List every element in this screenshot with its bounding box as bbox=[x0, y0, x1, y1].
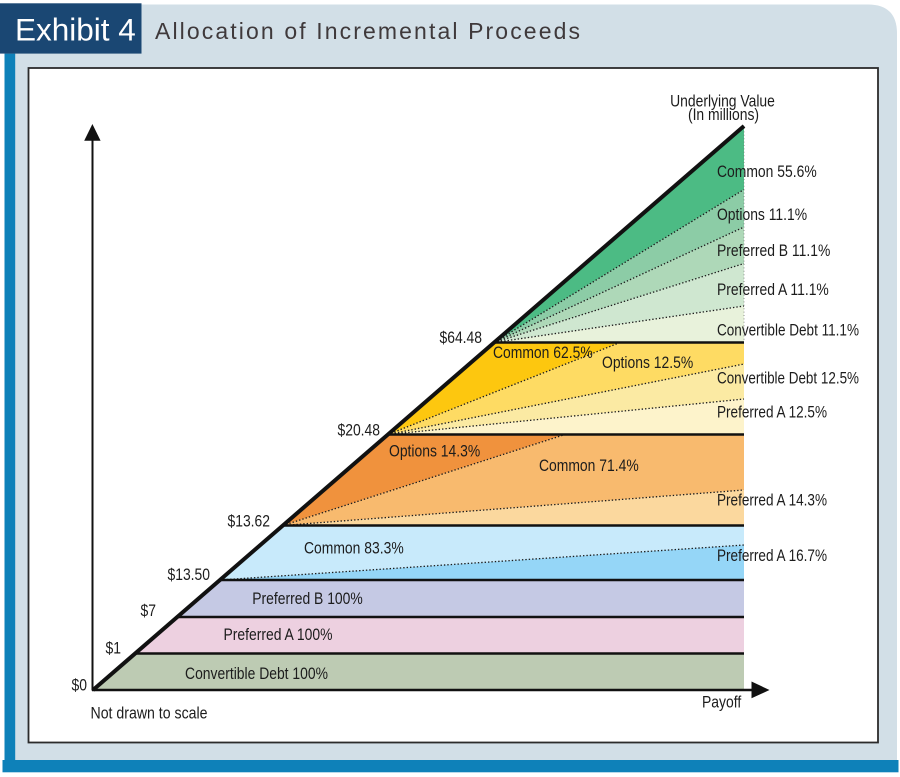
svg-text:Preferred A 11.1%: Preferred A 11.1% bbox=[717, 281, 829, 299]
svg-text:$0: $0 bbox=[72, 677, 88, 695]
svg-text:Options 11.1%: Options 11.1% bbox=[717, 206, 807, 224]
svg-text:$20.48: $20.48 bbox=[338, 422, 381, 440]
svg-text:(In millions): (In millions) bbox=[688, 106, 759, 124]
svg-text:Exhibit 4: Exhibit 4 bbox=[15, 12, 136, 48]
svg-text:Preferred A 14.3%: Preferred A 14.3% bbox=[717, 492, 827, 510]
svg-text:Allocation of Incremental Proc: Allocation of Incremental Proceeds bbox=[155, 18, 580, 44]
svg-text:Preferred A 12.5%: Preferred A 12.5% bbox=[717, 404, 827, 422]
svg-text:Preferred B 100%: Preferred B 100% bbox=[252, 590, 363, 608]
svg-text:$7: $7 bbox=[141, 602, 157, 620]
svg-text:Common 71.4%: Common 71.4% bbox=[539, 457, 639, 475]
svg-text:Convertible Debt 12.5%: Convertible Debt 12.5% bbox=[717, 370, 859, 388]
svg-text:$13.62: $13.62 bbox=[228, 513, 271, 531]
svg-text:Common 62.5%: Common 62.5% bbox=[493, 344, 593, 362]
svg-text:Underlying Value: Underlying Value bbox=[670, 93, 775, 111]
svg-text:Options 12.5%: Options 12.5% bbox=[602, 354, 693, 372]
svg-text:Payoff: Payoff bbox=[702, 694, 742, 712]
svg-text:Preferred A 16.7%: Preferred A 16.7% bbox=[717, 547, 827, 565]
svg-text:Options 14.3%: Options 14.3% bbox=[389, 443, 480, 461]
svg-text:$1: $1 bbox=[106, 639, 122, 657]
svg-text:$64.48: $64.48 bbox=[440, 329, 483, 347]
svg-text:Convertible Debt 11.1%: Convertible Debt 11.1% bbox=[717, 322, 859, 340]
svg-text:Preferred A 100%: Preferred A 100% bbox=[224, 626, 333, 644]
svg-text:Common 83.3%: Common 83.3% bbox=[304, 540, 404, 558]
svg-text:Common 55.6%: Common 55.6% bbox=[717, 163, 817, 181]
svg-text:Not drawn to scale: Not drawn to scale bbox=[91, 705, 208, 723]
svg-text:Convertible Debt 100%: Convertible Debt 100% bbox=[185, 665, 328, 683]
svg-text:Preferred B 11.1%: Preferred B 11.1% bbox=[717, 242, 830, 260]
svg-text:$13.50: $13.50 bbox=[168, 566, 211, 584]
